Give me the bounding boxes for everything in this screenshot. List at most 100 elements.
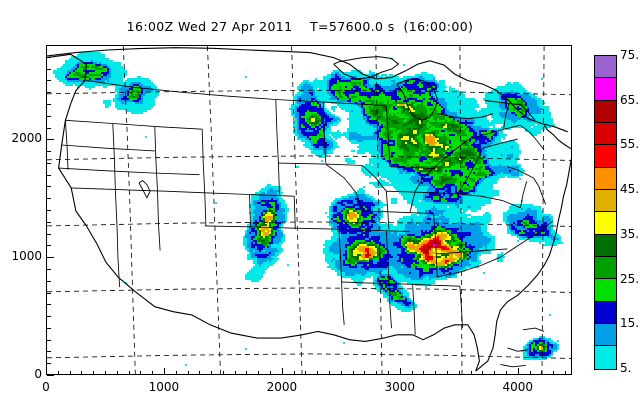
y-tick	[47, 186, 51, 188]
x-tick	[364, 371, 366, 375]
map-outline	[503, 103, 510, 130]
x-tick	[57, 371, 59, 375]
map-outline	[293, 196, 296, 230]
map-outline	[482, 138, 518, 149]
x-tick	[175, 371, 177, 375]
colorbar-swatch	[595, 346, 616, 369]
map-outline	[385, 191, 390, 230]
map-outline	[459, 46, 463, 374]
x-tick	[258, 371, 260, 375]
x-axis-label: 1000	[148, 380, 180, 394]
colorbar-label: 75.	[620, 48, 640, 62]
x-tick	[529, 371, 531, 375]
x-tick	[482, 371, 484, 375]
map-outline	[388, 281, 392, 329]
y-tick	[47, 103, 51, 105]
x-tick	[293, 371, 295, 375]
map-outline	[543, 124, 571, 150]
reflectivity-colorbar	[594, 55, 617, 370]
x-tick	[376, 371, 378, 375]
x-axis-label: 2000	[266, 380, 298, 394]
y-tick	[47, 233, 51, 235]
x-tick	[46, 368, 47, 375]
x-tick	[187, 371, 189, 375]
colorbar-swatch	[595, 190, 616, 213]
y-tick	[47, 257, 54, 259]
x-tick	[199, 371, 201, 375]
x-tick	[399, 368, 401, 375]
y-axis-label: 0	[34, 367, 42, 381]
y-tick	[47, 327, 51, 329]
x-tick	[116, 371, 118, 375]
x-tick	[270, 371, 272, 375]
map-outline	[278, 162, 363, 166]
map-outline	[338, 229, 343, 282]
y-tick	[47, 268, 51, 270]
map-outline	[47, 221, 571, 227]
y-tick	[47, 339, 51, 341]
map-outline	[338, 228, 410, 232]
colorbar-swatch	[595, 78, 616, 101]
map-plot-area	[46, 45, 572, 375]
x-tick	[317, 371, 319, 375]
y-tick	[47, 174, 51, 176]
map-outline	[86, 80, 229, 97]
y-tick	[47, 292, 51, 294]
colorbar-swatch	[595, 301, 616, 325]
map-outline	[457, 193, 521, 209]
y-tick	[47, 210, 51, 211]
colorbar-label: 65.	[620, 92, 640, 107]
colorbar-swatch	[595, 123, 616, 146]
map-outline	[65, 119, 203, 130]
x-tick	[81, 371, 83, 375]
y-tick	[47, 316, 51, 318]
map-outline	[47, 89, 571, 96]
x-tick	[340, 371, 342, 375]
map-outline	[500, 220, 554, 258]
map-outline	[323, 101, 387, 107]
map-outline	[533, 177, 547, 205]
map-outline	[325, 163, 364, 212]
y-tick	[47, 363, 51, 365]
colorbar-label: 25.	[620, 271, 640, 286]
x-tick	[458, 371, 460, 375]
map-outline	[521, 104, 536, 121]
y-tick	[47, 162, 51, 164]
map-outline	[122, 46, 136, 374]
map-outline	[467, 124, 521, 141]
x-axis-label: 4000	[502, 380, 533, 394]
x-tick	[246, 371, 248, 375]
map-outline	[385, 230, 390, 282]
colorbar-label: 5.	[620, 361, 632, 375]
map-outline	[362, 210, 434, 215]
map-outline	[157, 191, 161, 251]
map-outline	[201, 129, 207, 226]
map-outline	[412, 283, 460, 287]
map-outline	[412, 284, 416, 335]
map-outline	[541, 46, 545, 374]
map-outline	[207, 46, 221, 374]
map-outline	[47, 155, 571, 161]
y-tick	[47, 280, 51, 282]
x-tick	[152, 371, 154, 375]
y-tick	[47, 80, 51, 82]
map-outline	[154, 126, 158, 192]
x-tick	[128, 371, 130, 375]
map-outline	[64, 120, 69, 170]
map-outline	[375, 46, 383, 374]
map-outline	[437, 113, 494, 120]
colorbar-swatch	[595, 234, 616, 258]
x-tick	[329, 371, 331, 375]
radar-reflectivity-field	[47, 46, 571, 374]
x-tick	[69, 371, 71, 375]
y-tick	[47, 127, 51, 129]
x-tick	[423, 371, 425, 375]
colorbar-swatch	[595, 257, 616, 280]
x-tick	[470, 371, 472, 375]
y-tick	[47, 151, 51, 153]
map-outline	[475, 157, 571, 372]
y-tick	[47, 245, 51, 247]
map-outline	[519, 181, 528, 208]
x-axis-label: 0	[42, 380, 50, 394]
